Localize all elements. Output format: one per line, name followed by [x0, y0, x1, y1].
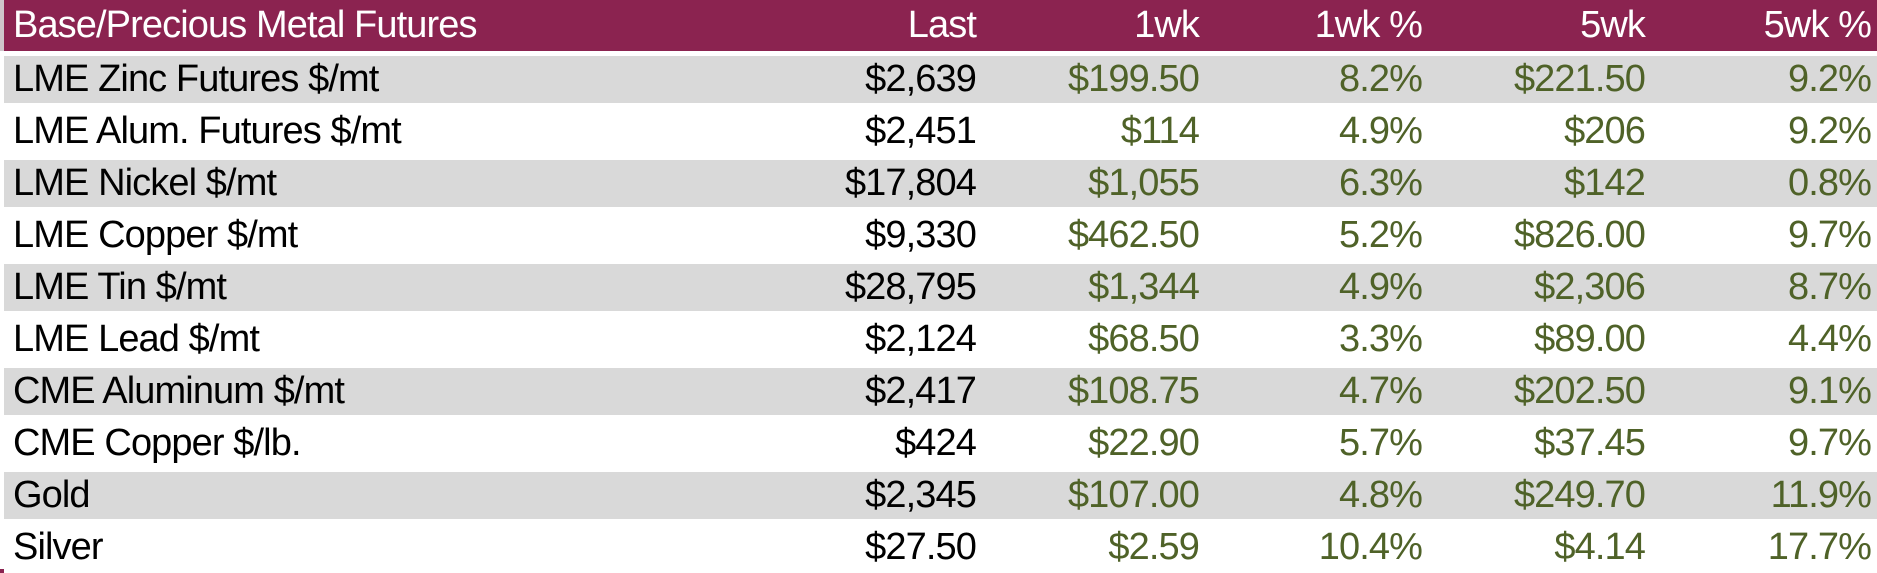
last-value: $2,124	[764, 313, 987, 368]
table-row-lme-nickel: LME Nickel $/mt $17,804 $1,055 6.3% $142…	[0, 157, 1877, 212]
table-row-lme-alum: LME Alum. Futures $/mt $2,451 $114 4.9% …	[0, 105, 1877, 160]
5wk-change: $202.50	[1433, 365, 1656, 420]
5wk-change: $206	[1433, 105, 1656, 160]
instrument-name: LME Alum. Futures $/mt	[0, 105, 764, 160]
instrument-name: Silver	[0, 521, 764, 573]
1wk-change: $462.50	[987, 209, 1210, 264]
1wk-pct-change: 4.9%	[1210, 261, 1433, 316]
5wk-pct-change: 8.7%	[1656, 261, 1877, 316]
1wk-pct-change: 4.9%	[1210, 105, 1433, 160]
5wk-pct-change: 0.8%	[1656, 157, 1877, 212]
table-row-cme-copper: CME Copper $/lb. $424 $22.90 5.7% $37.45…	[0, 417, 1877, 472]
1wk-change: $199.50	[987, 53, 1210, 108]
1wk-pct-change: 3.3%	[1210, 313, 1433, 368]
last-value: $424	[764, 417, 987, 472]
last-value: $2,417	[764, 365, 987, 420]
1wk-change: $1,055	[987, 157, 1210, 212]
1wk-pct-change: 5.7%	[1210, 417, 1433, 472]
next-table-header-sliver	[0, 569, 4, 573]
last-value: $9,330	[764, 209, 987, 264]
table-title: Base/Precious Metal Futures	[0, 0, 764, 56]
1wk-pct-change: 10.4%	[1210, 521, 1433, 573]
1wk-pct-change: 8.2%	[1210, 53, 1433, 108]
1wk-pct-change: 4.7%	[1210, 365, 1433, 420]
instrument-name: LME Nickel $/mt	[0, 157, 764, 212]
1wk-change: $68.50	[987, 313, 1210, 368]
last-value: $28,795	[764, 261, 987, 316]
column-header-last: Last	[764, 0, 987, 56]
1wk-change: $114	[987, 105, 1210, 160]
1wk-pct-change: 6.3%	[1210, 157, 1433, 212]
1wk-change: $2.59	[987, 521, 1210, 573]
1wk-change: $22.90	[987, 417, 1210, 472]
5wk-change: $221.50	[1433, 53, 1656, 108]
table-row-lme-tin: LME Tin $/mt $28,795 $1,344 4.9% $2,306 …	[0, 261, 1877, 316]
table-row-lme-lead: LME Lead $/mt $2,124 $68.50 3.3% $89.00 …	[0, 313, 1877, 368]
5wk-pct-change: 9.7%	[1656, 417, 1877, 472]
table-row-lme-copper: LME Copper $/mt $9,330 $462.50 5.2% $826…	[0, 209, 1877, 264]
5wk-change: $89.00	[1433, 313, 1656, 368]
1wk-pct-change: 5.2%	[1210, 209, 1433, 264]
5wk-change: $826.00	[1433, 209, 1656, 264]
5wk-pct-change: 17.7%	[1656, 521, 1877, 573]
instrument-name: LME Zinc Futures $/mt	[0, 53, 764, 108]
column-header-5wk-pct: 5wk %	[1656, 0, 1877, 56]
instrument-name: Gold	[0, 469, 764, 524]
table-row-lme-zinc: LME Zinc Futures $/mt $2,639 $199.50 8.2…	[0, 53, 1877, 108]
last-value: $17,804	[764, 157, 987, 212]
5wk-change: $142	[1433, 157, 1656, 212]
last-value: $2,639	[764, 53, 987, 108]
instrument-name: LME Lead $/mt	[0, 313, 764, 368]
5wk-change: $2,306	[1433, 261, 1656, 316]
5wk-pct-change: 9.2%	[1656, 105, 1877, 160]
1wk-change: $108.75	[987, 365, 1210, 420]
5wk-pct-change: 9.7%	[1656, 209, 1877, 264]
column-header-1wk: 1wk	[987, 0, 1210, 56]
1wk-change: $1,344	[987, 261, 1210, 316]
5wk-pct-change: 11.9%	[1656, 469, 1877, 524]
table-row-gold: Gold $2,345 $107.00 4.8% $249.70 11.9%	[0, 469, 1877, 524]
5wk-pct-change: 4.4%	[1656, 313, 1877, 368]
5wk-change: $4.14	[1433, 521, 1656, 573]
1wk-pct-change: 4.8%	[1210, 469, 1433, 524]
last-value: $2,345	[764, 469, 987, 524]
5wk-change: $249.70	[1433, 469, 1656, 524]
5wk-pct-change: 9.1%	[1656, 365, 1877, 420]
header-row: Base/Precious Metal Futures Last 1wk 1wk…	[0, 0, 1877, 56]
column-header-1wk-pct: 1wk %	[1210, 0, 1433, 56]
instrument-name: CME Copper $/lb.	[0, 417, 764, 472]
table-row-cme-aluminum: CME Aluminum $/mt $2,417 $108.75 4.7% $2…	[0, 365, 1877, 420]
last-value: $27.50	[764, 521, 987, 573]
last-value: $2,451	[764, 105, 987, 160]
instrument-name: CME Aluminum $/mt	[0, 365, 764, 420]
instrument-name: LME Tin $/mt	[0, 261, 764, 316]
instrument-name: LME Copper $/mt	[0, 209, 764, 264]
table-row-silver: Silver $27.50 $2.59 10.4% $4.14 17.7%	[0, 521, 1877, 573]
5wk-pct-change: 9.2%	[1656, 53, 1877, 108]
5wk-change: $37.45	[1433, 417, 1656, 472]
column-header-5wk: 5wk	[1433, 0, 1656, 56]
1wk-change: $107.00	[987, 469, 1210, 524]
